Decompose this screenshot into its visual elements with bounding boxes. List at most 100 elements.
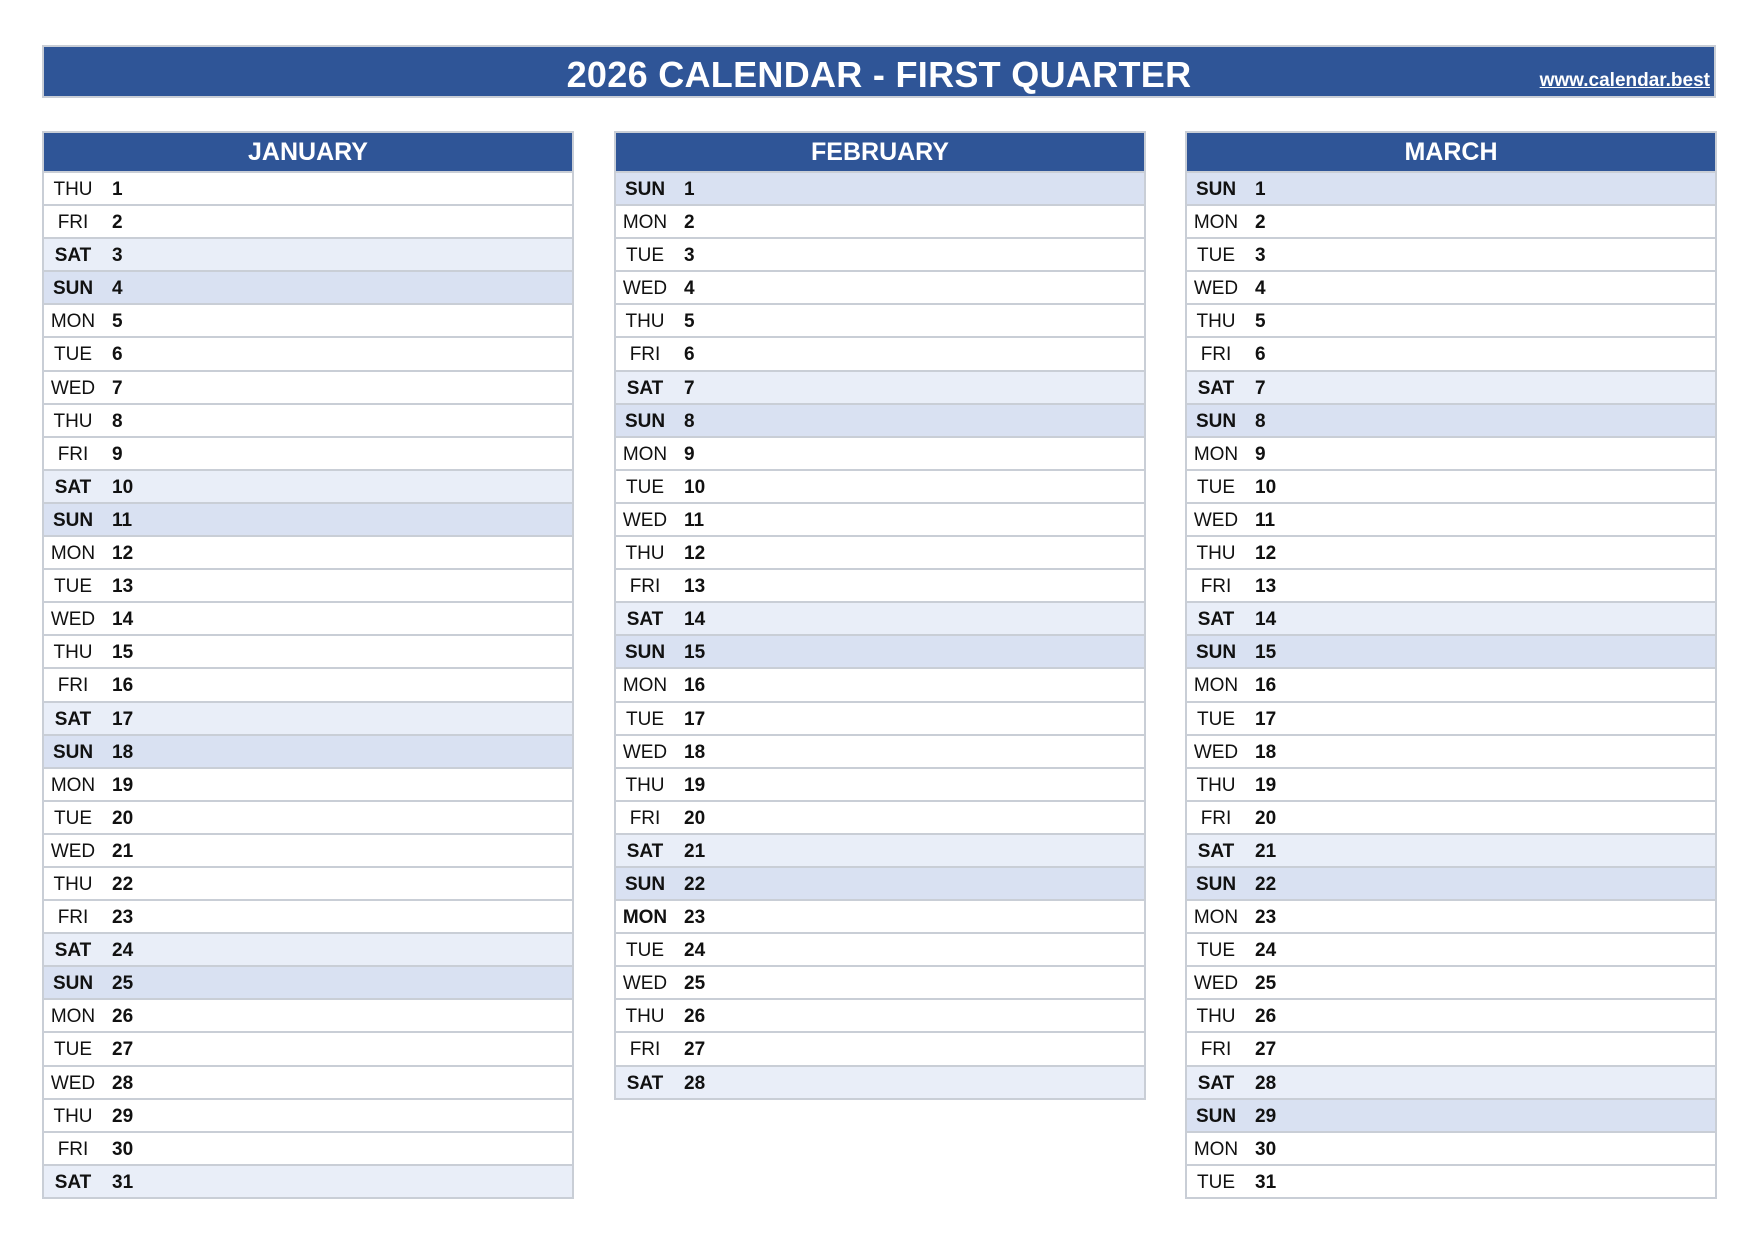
month-header: FEBRUARY — [614, 131, 1146, 173]
day-number: 28 — [1255, 1072, 1277, 1094]
day-row: MON 9 — [614, 437, 1146, 471]
day-number: 8 — [1255, 410, 1266, 432]
day-number: 5 — [112, 311, 123, 333]
weekday-label: FRI — [629, 576, 661, 598]
month-table-february: FEBRUARY SUN 1 MON 2 TUE 3 WED 4 THU 5 FRI 6 SAT 7 SUN… — [614, 131, 1146, 1100]
weekday-label: MON — [1193, 212, 1239, 234]
weekday-label: SUN — [624, 179, 666, 200]
weekday-label: TUE — [1197, 708, 1235, 730]
day-row: SAT 7 — [614, 371, 1146, 405]
day-row: FRI 16 — [42, 669, 574, 703]
day-row: SUN 11 — [42, 503, 574, 538]
weekday-label: MON — [1193, 675, 1239, 697]
weekday-label: MON — [1193, 1138, 1239, 1160]
weekday-label: SUN — [624, 873, 666, 895]
day-number: 28 — [684, 1072, 706, 1094]
day-row: MON 16 — [1185, 669, 1717, 703]
day-row: TUE 13 — [42, 570, 574, 604]
day-row: TUE 17 — [614, 702, 1146, 736]
day-row: SUN 18 — [42, 735, 574, 769]
day-row: FRI 13 — [614, 570, 1146, 604]
day-number: 21 — [684, 840, 706, 862]
day-row: FRI 20 — [614, 801, 1146, 835]
title-banner: 2026 CALENDAR - FIRST QUARTER www.calend… — [42, 45, 1716, 98]
weekday-label: WED — [622, 741, 668, 763]
weekday-label: WED — [1193, 741, 1239, 763]
day-number: 16 — [1255, 675, 1277, 697]
day-row: SAT 7 — [1185, 371, 1717, 405]
weekday-label: FRI — [57, 675, 89, 697]
weekday-label: SUN — [52, 509, 94, 531]
day-row: THU 5 — [614, 305, 1146, 339]
day-row: FRI 27 — [614, 1033, 1146, 1067]
weekday-label: MON — [1193, 443, 1239, 465]
day-row: MON 16 — [614, 669, 1146, 703]
weekday-label: MON — [622, 443, 668, 465]
day-row: THU 1 — [42, 173, 574, 207]
weekday-label: SUN — [1195, 1105, 1237, 1127]
day-row: THU 22 — [42, 867, 574, 902]
weekday-label: THU — [1196, 1006, 1236, 1028]
weekday-label: TUE — [1197, 1171, 1235, 1193]
day-row: TUE 3 — [614, 239, 1146, 273]
day-row: MON 19 — [42, 768, 574, 802]
day-number: 2 — [684, 212, 695, 234]
month-table-march: MARCH SUN 1 MON 2 TUE 3 WED 4 THU 5 FRI 6 SAT 7 SUN 8 MO… — [1185, 131, 1717, 1199]
day-number: 11 — [684, 509, 705, 531]
weekday-label: THU — [53, 1105, 93, 1127]
weekday-label: SUN — [624, 642, 666, 664]
day-row: SUN 8 — [1185, 404, 1717, 438]
day-row: MON 23 — [1185, 901, 1717, 935]
day-number: 21 — [1255, 840, 1277, 862]
day-row: MON 2 — [614, 206, 1146, 240]
website-link[interactable]: www.calendar.best — [1539, 70, 1710, 91]
weekday-label: TUE — [54, 807, 92, 829]
day-row: THU 19 — [614, 768, 1146, 802]
day-number: 24 — [684, 940, 706, 962]
weekday-label: THU — [1196, 774, 1236, 796]
day-row: SUN 8 — [614, 404, 1146, 438]
month-header: MARCH — [1185, 131, 1717, 173]
day-number: 27 — [684, 1039, 706, 1061]
day-number: 19 — [684, 774, 706, 796]
day-row: WED 4 — [1185, 272, 1717, 306]
weekday-label: SAT — [54, 476, 92, 498]
day-number: 25 — [1255, 973, 1277, 995]
day-number: 16 — [112, 675, 134, 697]
day-number: 7 — [112, 377, 123, 399]
day-row: WED 25 — [614, 967, 1146, 1001]
weekday-label: SAT — [626, 840, 664, 862]
weekday-label: MON — [50, 311, 96, 333]
day-row: MON 12 — [42, 537, 574, 571]
weekday-label: SAT — [1197, 377, 1235, 399]
weekday-label: SAT — [54, 1171, 92, 1193]
weekday-label: FRI — [57, 1138, 89, 1160]
day-number: 1 — [112, 179, 123, 200]
day-row: WED 18 — [614, 735, 1146, 769]
day-number: 10 — [684, 476, 706, 498]
day-number: 18 — [684, 741, 706, 763]
day-row: MON 2 — [1185, 206, 1717, 240]
day-number: 22 — [684, 873, 706, 895]
day-number: 5 — [684, 311, 695, 333]
day-number: 15 — [684, 642, 706, 664]
day-row: SAT 28 — [614, 1066, 1146, 1100]
day-number: 1 — [1255, 179, 1266, 200]
day-row: WED 11 — [614, 503, 1146, 538]
weekday-label: TUE — [54, 576, 92, 598]
day-row: SAT 31 — [42, 1165, 574, 1199]
day-number: 12 — [112, 543, 134, 565]
weekday-label: WED — [1193, 973, 1239, 995]
day-number: 12 — [684, 543, 706, 565]
day-number: 12 — [1255, 543, 1277, 565]
day-number: 27 — [1255, 1039, 1277, 1061]
weekday-label: SUN — [624, 410, 666, 432]
day-row: TUE 3 — [1185, 239, 1717, 273]
weekday-label: SUN — [52, 278, 94, 300]
day-row: FRI 23 — [42, 901, 574, 935]
weekday-label: FRI — [57, 212, 89, 234]
weekday-label: TUE — [1197, 476, 1235, 498]
day-number: 9 — [684, 443, 695, 465]
day-row: THU 8 — [42, 404, 574, 438]
weekday-label: SAT — [54, 245, 92, 267]
